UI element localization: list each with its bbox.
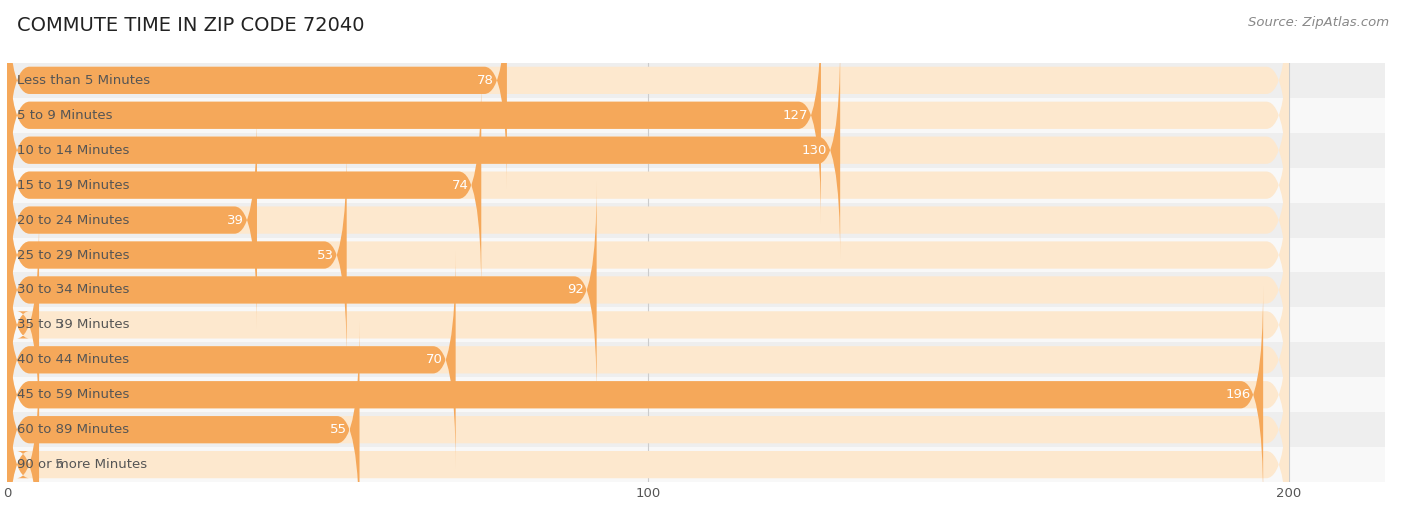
FancyBboxPatch shape xyxy=(7,321,1289,524)
Text: 196: 196 xyxy=(1225,388,1250,401)
FancyBboxPatch shape xyxy=(7,146,347,364)
FancyBboxPatch shape xyxy=(7,251,456,468)
Text: 20 to 24 Minutes: 20 to 24 Minutes xyxy=(17,214,129,226)
Bar xyxy=(7,342,1385,377)
Text: Less than 5 Minutes: Less than 5 Minutes xyxy=(17,74,150,87)
Text: 5: 5 xyxy=(55,319,63,331)
Bar xyxy=(7,168,1385,203)
FancyBboxPatch shape xyxy=(7,0,508,189)
Bar xyxy=(7,377,1385,412)
FancyBboxPatch shape xyxy=(7,181,1289,399)
FancyBboxPatch shape xyxy=(7,146,1289,364)
Text: Source: ZipAtlas.com: Source: ZipAtlas.com xyxy=(1249,16,1389,29)
FancyBboxPatch shape xyxy=(7,216,39,433)
FancyBboxPatch shape xyxy=(7,41,1289,259)
Bar xyxy=(7,133,1385,168)
Text: 5: 5 xyxy=(55,458,63,471)
Text: 92: 92 xyxy=(567,283,583,297)
FancyBboxPatch shape xyxy=(7,112,257,329)
FancyBboxPatch shape xyxy=(7,7,1289,224)
Bar xyxy=(7,203,1385,237)
FancyBboxPatch shape xyxy=(7,77,481,294)
FancyBboxPatch shape xyxy=(7,356,1289,524)
Bar xyxy=(7,63,1385,98)
FancyBboxPatch shape xyxy=(7,216,1289,433)
FancyBboxPatch shape xyxy=(7,286,1263,504)
Text: 39: 39 xyxy=(228,214,245,226)
FancyBboxPatch shape xyxy=(7,112,1289,329)
Bar xyxy=(7,237,1385,272)
Text: 70: 70 xyxy=(426,353,443,366)
Text: 35 to 39 Minutes: 35 to 39 Minutes xyxy=(17,319,129,331)
Text: 127: 127 xyxy=(783,109,808,122)
Text: 74: 74 xyxy=(451,179,468,192)
FancyBboxPatch shape xyxy=(7,321,360,524)
Text: 10 to 14 Minutes: 10 to 14 Minutes xyxy=(17,144,129,157)
FancyBboxPatch shape xyxy=(7,41,841,259)
FancyBboxPatch shape xyxy=(7,0,1289,189)
Text: 90 or more Minutes: 90 or more Minutes xyxy=(17,458,146,471)
Text: 60 to 89 Minutes: 60 to 89 Minutes xyxy=(17,423,129,436)
Text: 5 to 9 Minutes: 5 to 9 Minutes xyxy=(17,109,112,122)
Text: 25 to 29 Minutes: 25 to 29 Minutes xyxy=(17,248,129,261)
Text: 40 to 44 Minutes: 40 to 44 Minutes xyxy=(17,353,129,366)
Text: 78: 78 xyxy=(477,74,494,87)
FancyBboxPatch shape xyxy=(7,286,1289,504)
Bar xyxy=(7,447,1385,482)
Bar xyxy=(7,98,1385,133)
Text: COMMUTE TIME IN ZIP CODE 72040: COMMUTE TIME IN ZIP CODE 72040 xyxy=(17,16,364,35)
Text: 45 to 59 Minutes: 45 to 59 Minutes xyxy=(17,388,129,401)
Text: 53: 53 xyxy=(316,248,333,261)
FancyBboxPatch shape xyxy=(7,181,596,399)
Text: 30 to 34 Minutes: 30 to 34 Minutes xyxy=(17,283,129,297)
FancyBboxPatch shape xyxy=(7,356,39,524)
FancyBboxPatch shape xyxy=(7,251,1289,468)
Text: 130: 130 xyxy=(801,144,827,157)
Bar xyxy=(7,272,1385,308)
FancyBboxPatch shape xyxy=(7,7,821,224)
FancyBboxPatch shape xyxy=(7,77,1289,294)
Bar xyxy=(7,412,1385,447)
Bar xyxy=(7,308,1385,342)
Text: 15 to 19 Minutes: 15 to 19 Minutes xyxy=(17,179,129,192)
Text: 55: 55 xyxy=(329,423,347,436)
